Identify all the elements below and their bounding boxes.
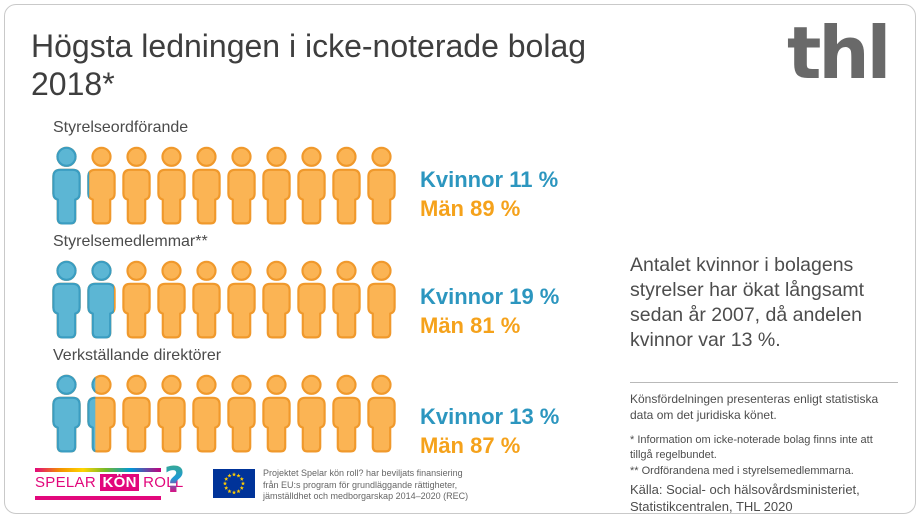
magenta-bar (35, 496, 161, 500)
person-icon (192, 260, 221, 339)
person-icon (227, 146, 256, 225)
person-icon (122, 146, 151, 225)
person-icon (367, 374, 396, 453)
row-label-styrelsemedlemmar: Styrelsemedlemmar** (53, 233, 208, 250)
person-icon (52, 374, 81, 453)
person-icon (192, 146, 221, 225)
gender-data-note: Könsfördelningen presenteras enligt stat… (630, 392, 879, 422)
person-icon (87, 260, 116, 339)
person-icon (52, 146, 81, 225)
person-icon (87, 374, 116, 453)
summary-paragraph: Antalet kvinnor i bolagens styrelser har… (630, 254, 865, 351)
person-icon (297, 374, 326, 453)
person-icon (332, 146, 361, 225)
thl-logo: thl (787, 11, 891, 95)
person-icon (227, 260, 256, 339)
person-icon (297, 146, 326, 225)
person-icon (157, 374, 186, 453)
person-icon (262, 260, 291, 339)
man-value: Män 89 % (420, 196, 521, 221)
kvinnor-value: Kvinnor 13 % (420, 404, 560, 429)
person-icon (332, 260, 361, 339)
person-icon (122, 374, 151, 453)
spelar-kon-roll-text: SPELAR KÖN ROLL (35, 474, 184, 491)
person-icon (52, 260, 81, 339)
kon-word: KÖN (100, 474, 139, 491)
person-icon (157, 146, 186, 225)
person-icon (262, 374, 291, 453)
row-label-styrelseordforande: Styrelseordförande (53, 119, 189, 136)
card-border: Högsta ledningen i icke-noterade bolag 2… (4, 4, 916, 514)
row-stats-styrelsemedlemmar: Kvinnor 19 % Män 81 % (420, 282, 559, 340)
person-icon (332, 374, 361, 453)
kvinnor-value: Kvinnor 11 % (420, 167, 559, 192)
pictogram-row-verkstallande-direktorer (51, 374, 397, 454)
man-value: Män 81 % (420, 313, 521, 338)
eu-funding-text: Projektet Spelar kön roll? har beviljats… (263, 468, 469, 501)
person-icon (367, 260, 396, 339)
person-icon (227, 374, 256, 453)
source-text: Källa: Social- och hälsovårdsministeriet… (630, 482, 860, 514)
person-icon (87, 146, 116, 225)
man-value: Män 87 % (420, 433, 521, 458)
eu-stars (222, 472, 246, 495)
roll-word: ROLL (143, 474, 183, 491)
spelar-kon-roll-logo: SPELAR KÖN ROLL ? (35, 460, 210, 512)
row-label-verkstallande-direktorer: Verkställande direktörer (53, 347, 222, 364)
footnote-asterisk: * Information om icke-noterade bolag fin… (630, 434, 873, 461)
divider (630, 382, 898, 383)
person-icon (297, 260, 326, 339)
spelar-word: SPELAR (35, 474, 96, 491)
person-icon (367, 146, 396, 225)
pictogram-row-styrelseordforande (51, 146, 397, 226)
page-title: Högsta ledningen i icke-noterade bolag 2… (31, 28, 587, 102)
rainbow-bar (35, 468, 161, 472)
person-icon (157, 260, 186, 339)
row-stats-verkstallande-direktorer: Kvinnor 13 % Män 87 % (420, 402, 559, 460)
row-stats-styrelseordforande: Kvinnor 11 % Män 89 % (420, 165, 558, 223)
eu-flag-icon (213, 469, 255, 498)
question-mark-icon: ? (164, 460, 185, 501)
kvinnor-value: Kvinnor 19 % (420, 284, 560, 309)
pictogram-row-styrelsemedlemmar (51, 260, 397, 340)
person-icon (262, 146, 291, 225)
person-icon (122, 260, 151, 339)
person-icon (192, 374, 221, 453)
footnote-double-asterisk: ** Ordförandena med i styrelsemedlemmarn… (630, 465, 854, 477)
